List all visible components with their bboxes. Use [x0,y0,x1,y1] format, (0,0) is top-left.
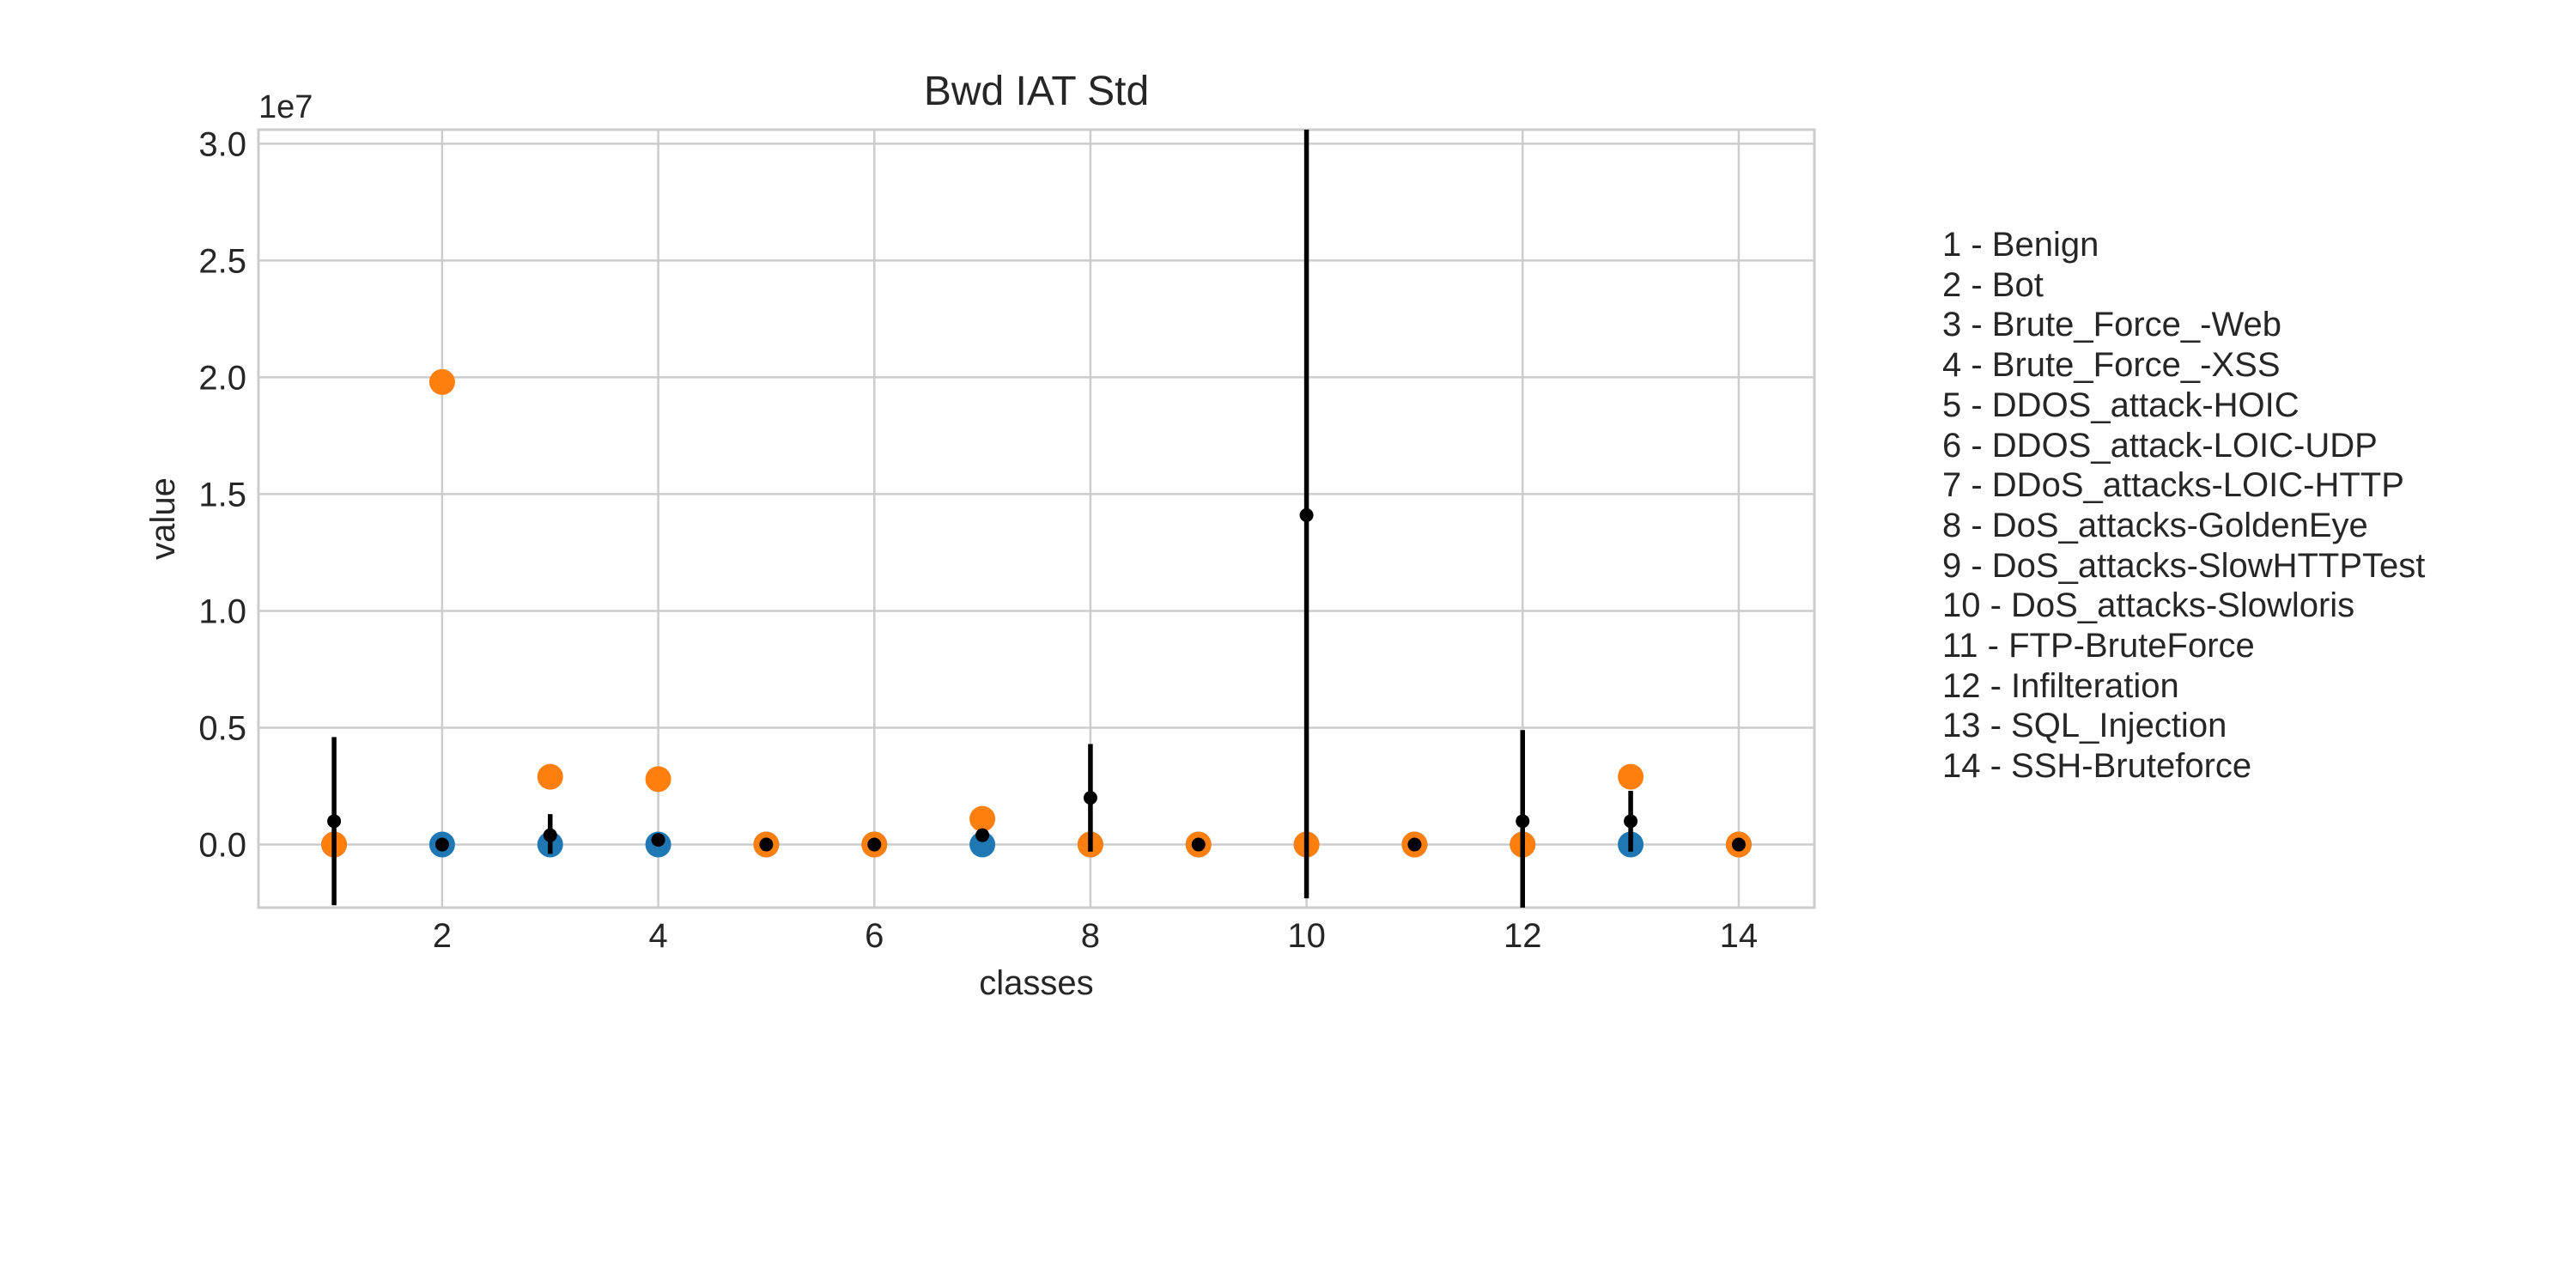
legend-item: 12 - Infilteration [1942,666,2179,705]
max-point [645,766,671,793]
max-point [537,763,563,790]
y-axis-label: value [144,477,182,560]
legend-item: 2 - Bot [1942,265,2044,304]
y-axis-ticks: 0.0 0.5 1.0 1.5 2.0 2.5 3.0 [198,125,246,864]
x-tick-label: 14 [1720,917,1759,955]
x-axis-ticks: 2 4 6 8 10 12 14 [433,917,1758,955]
legend-item: 11 - FTP-BruteForce [1942,627,2255,665]
mean-point [1731,837,1746,852]
max-point [969,805,996,832]
legend-item: 1 - Benign [1942,226,2099,264]
chart-marks [321,130,1752,908]
y-tick-label: 2.5 [198,242,246,280]
legend-item: 7 - DDoS_attacks-LOIC-HTTP [1942,466,2404,505]
y-tick-label: 0.0 [198,827,246,865]
legend-item: 9 - DoS_attacks-SlowHTTPTest [1942,546,2426,585]
plot-frame [257,128,1816,909]
class-legend: 1 - Benign 2 - Bot 3 - Brute_Force_-Web 4 -… [1942,225,2425,787]
legend-item: 13 - SQL_Injection [1942,707,2227,745]
legend-item: 4 - Brute_Force_-XSS [1942,346,2281,385]
legend-item: 3 - Brute_Force_-Web [1942,306,2281,344]
mean-point [1083,791,1097,805]
x-tick-label: 12 [1504,917,1542,955]
chart-title: Bwd IAT Std [924,69,1149,114]
mean-point [867,837,882,852]
mean-point [327,814,342,829]
max-point [428,368,455,395]
grid-lines [258,130,1814,908]
legend-item: 14 - SSH-Bruteforce [1942,747,2252,786]
mean-point [1407,837,1422,852]
y-tick-label: 1.5 [198,476,246,513]
y-tick-label: 0.5 [198,710,246,748]
mean-point [1191,837,1206,852]
mean-point [1299,507,1314,522]
mean-point [759,837,774,852]
legend-item: 10 - DoS_attacks-Slowloris [1942,586,2355,625]
mean-point [651,833,665,848]
x-tick-label: 10 [1287,917,1326,955]
max-point [1618,763,1644,790]
x-tick-label: 4 [648,917,667,955]
mean-point [1516,814,1530,829]
y-tick-label: 3.0 [198,125,246,163]
x-tick-label: 6 [865,917,884,955]
x-tick-label: 8 [1081,917,1100,955]
x-tick-label: 2 [433,917,452,955]
y-tick-label: 1.0 [198,592,246,630]
x-axis-label: classes [979,964,1093,1002]
legend-item: 5 - DDOS_attack-HOIC [1942,386,2300,424]
mean-point [1624,814,1638,829]
y-tick-label: 2.0 [198,359,246,397]
legend-item: 6 - DDOS_attack-LOIC-UDP [1942,426,2378,465]
y-axis-offset-label: 1e7 [258,89,313,125]
mean-point [434,837,449,852]
min-point [969,831,996,858]
mean-point [975,828,990,842]
mean-point [543,828,557,842]
legend-item: 8 - DoS_attacks-GoldenEye [1942,506,2368,544]
